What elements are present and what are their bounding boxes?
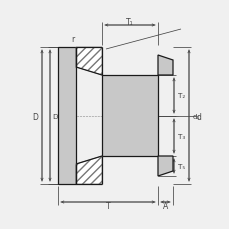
Polygon shape [157, 56, 172, 76]
Text: d: d [196, 112, 201, 121]
Polygon shape [101, 76, 157, 156]
Text: T₂: T₂ [177, 93, 184, 99]
Text: T₃: T₃ [177, 134, 184, 139]
Text: D: D [32, 112, 38, 121]
Polygon shape [76, 156, 101, 184]
Text: D₁: D₁ [52, 114, 60, 120]
Text: d₁: d₁ [192, 114, 200, 120]
Polygon shape [76, 48, 101, 76]
Polygon shape [58, 48, 76, 184]
Text: r: r [71, 35, 74, 44]
Text: r: r [160, 57, 164, 66]
Text: T₅: T₅ [177, 163, 184, 169]
Text: A: A [162, 202, 167, 211]
Polygon shape [157, 156, 172, 176]
Text: T₁: T₁ [126, 17, 133, 26]
Text: T: T [105, 202, 110, 211]
